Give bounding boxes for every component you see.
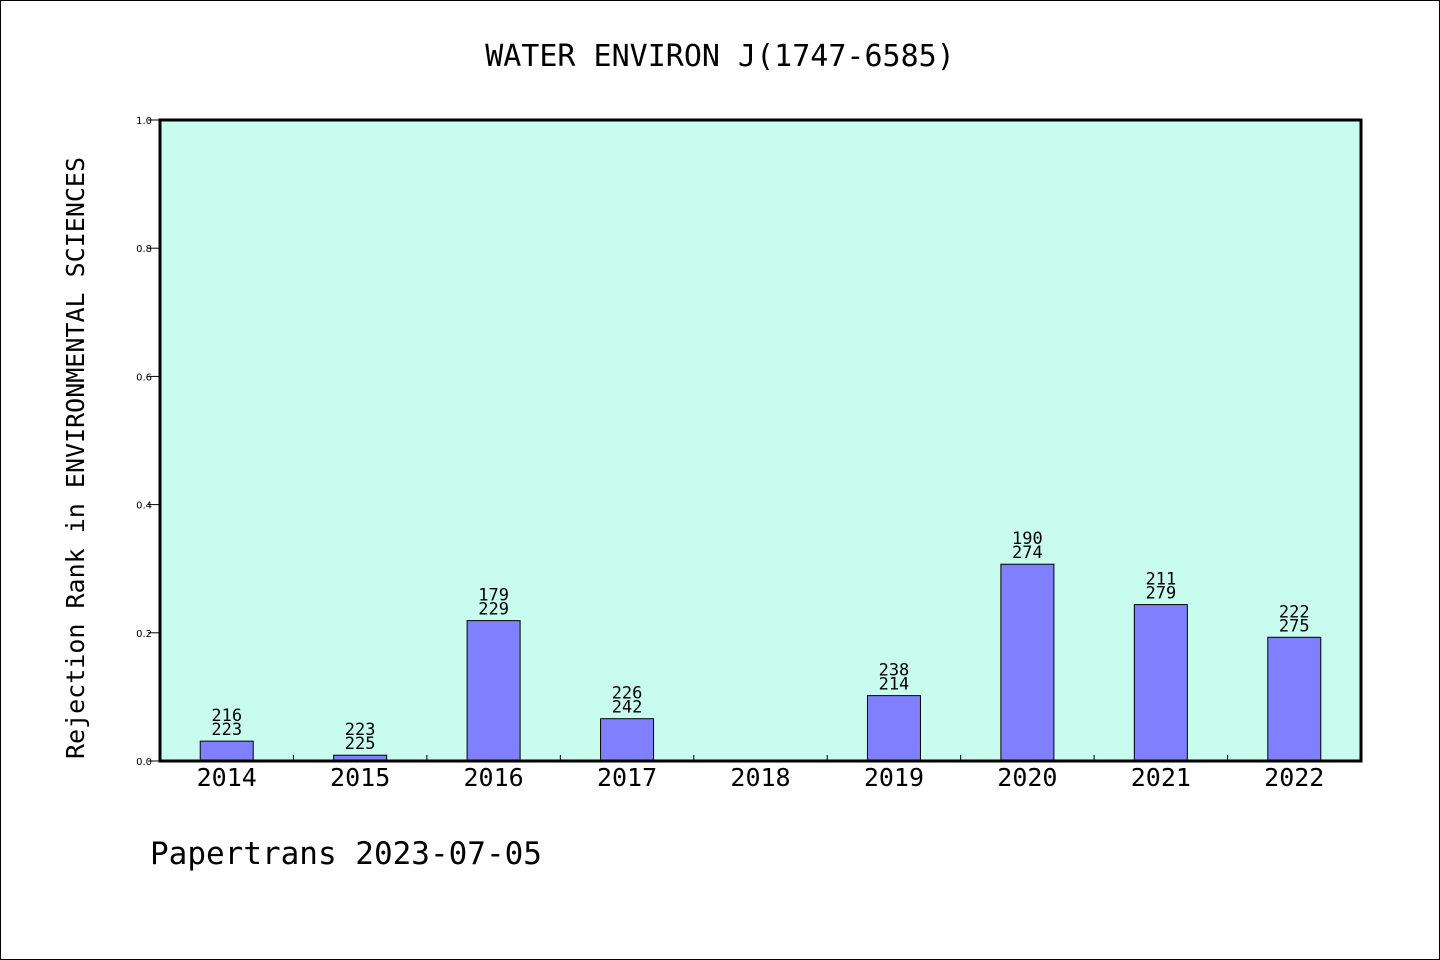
y-tick-label: 0.0 — [136, 757, 152, 768]
bar-2019 — [866, 695, 921, 762]
y-tick-label: 1.0 — [136, 116, 152, 127]
bar-2021 — [1133, 604, 1188, 762]
bar-2020 — [1000, 563, 1055, 762]
footer-text: Papertrans 2023-07-05 — [150, 836, 542, 872]
x-tick-label: 2017 — [597, 763, 657, 792]
data-label-top: 216 — [211, 706, 242, 726]
plot-frame — [158, 118, 1363, 763]
data-label-bottom: 225 — [345, 734, 376, 754]
bar-2016 — [466, 620, 521, 762]
data-label-top: 226 — [612, 684, 643, 704]
y-axis-label: Rejection Rank in ENVIRONMENTAL SCIENCES — [61, 157, 90, 759]
x-axis: 2014 2015 2016 2017 2018 2019 2020 2021 2022 — [197, 755, 1324, 792]
data-label-bottom: 214 — [879, 675, 910, 695]
bar-2017 — [600, 718, 655, 762]
x-tick-label: 2019 — [864, 763, 924, 792]
bar-2022 — [1267, 636, 1322, 762]
data-label-bottom: 242 — [612, 698, 643, 718]
data-label-bottom: 229 — [478, 600, 509, 620]
data-label-bottom: 279 — [1145, 584, 1176, 604]
data-label-top: 223 — [345, 720, 376, 740]
data-label-top: 222 — [1279, 602, 1310, 622]
x-tick-label: 2021 — [1131, 763, 1191, 792]
x-tick-label: 2014 — [197, 763, 257, 792]
y-tick-label: 0.8 — [136, 244, 152, 255]
data-label-bottom: 223 — [211, 720, 242, 740]
data-label-bottom: 275 — [1279, 616, 1310, 636]
x-tick-label: 2020 — [997, 763, 1057, 792]
y-axis: 0.0 0.2 0.4 0.6 0.8 1.0 — [136, 116, 160, 768]
x-tick-label: 2022 — [1264, 763, 1324, 792]
chart-title: WATER ENVIRON J(1747-6585) — [485, 39, 955, 74]
data-label-top: 190 — [1012, 529, 1043, 549]
x-tick-label: 2015 — [330, 763, 390, 792]
data-label-bottom: 274 — [1012, 543, 1043, 563]
data-label-top: 238 — [879, 661, 910, 681]
x-tick-label: 2018 — [730, 763, 790, 792]
data-label-top: 179 — [478, 586, 509, 606]
y-tick-label: 0.2 — [136, 629, 152, 640]
bars-layer — [199, 563, 1322, 762]
bar-2014 — [199, 740, 254, 762]
y-tick-label: 0.6 — [136, 372, 152, 383]
x-tick-label: 2016 — [464, 763, 524, 792]
data-label-top: 211 — [1145, 570, 1176, 590]
y-tick-label: 0.4 — [136, 501, 152, 512]
